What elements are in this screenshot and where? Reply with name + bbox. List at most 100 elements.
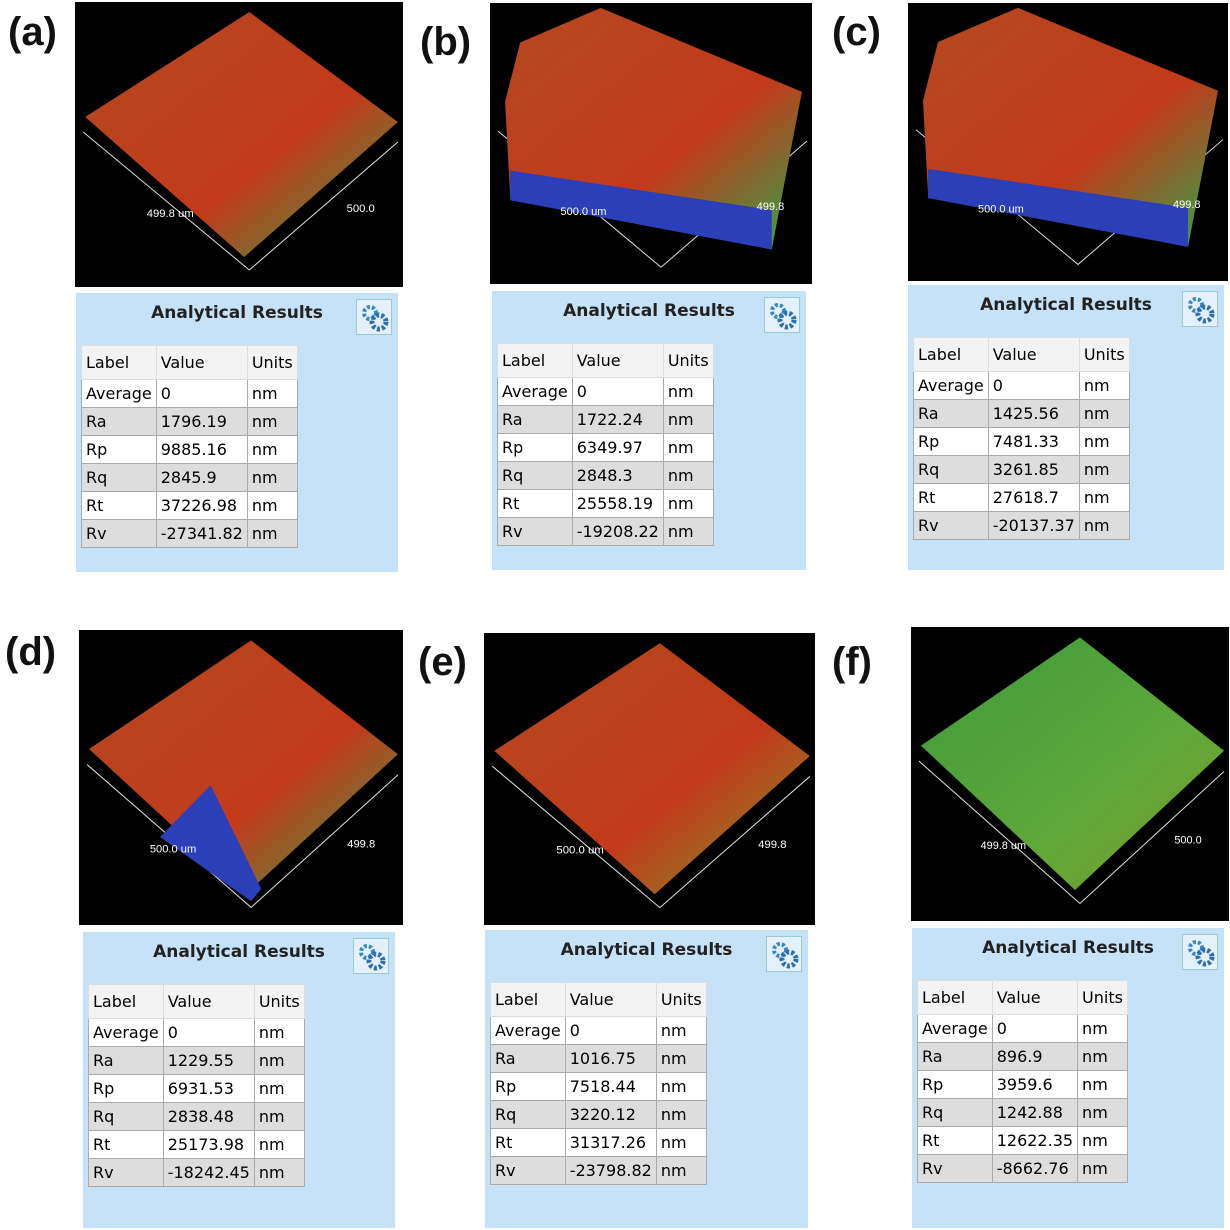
axis-label: 499.8 um — [147, 208, 194, 220]
results-table: LabelValueUnitsAverage0nmRa1722.24nmRp63… — [497, 343, 714, 546]
result-cell: Average — [491, 1017, 566, 1045]
result-cell: 3959.6 — [992, 1071, 1077, 1099]
result-cell: Rt — [914, 484, 989, 512]
result-cell: nm — [663, 518, 713, 546]
result-cell: -18242.45 — [163, 1159, 254, 1187]
results-title: Analytical Results — [912, 938, 1224, 958]
result-cell: Rv — [498, 518, 573, 546]
result-cell: nm — [254, 1103, 304, 1131]
axis-label: 499.8 — [758, 839, 786, 851]
panel-label: (c) — [832, 10, 881, 55]
result-cell: nm — [254, 1159, 304, 1187]
result-cell: -20137.37 — [988, 512, 1079, 540]
header-row: LabelValueUnits — [918, 981, 1128, 1015]
result-cell: Rt — [82, 492, 157, 520]
header-row: LabelValueUnits — [89, 985, 305, 1019]
result-cell: Ra — [914, 400, 989, 428]
result-cell: nm — [656, 1073, 706, 1101]
result-cell: nm — [247, 492, 297, 520]
result-cell: nm — [663, 462, 713, 490]
surface-image: 500.0 um499.8 — [908, 3, 1228, 281]
results-title: Analytical Results — [492, 301, 806, 321]
result-cell: nm — [656, 1129, 706, 1157]
column-header: Units — [663, 344, 713, 378]
result-cell: 0 — [988, 372, 1079, 400]
surface — [85, 12, 398, 257]
result-cell: nm — [656, 1101, 706, 1129]
result-cell: 7481.33 — [988, 428, 1079, 456]
result-cell: 1425.56 — [988, 400, 1079, 428]
result-cell: nm — [1079, 456, 1129, 484]
settings-button[interactable] — [1182, 934, 1218, 970]
result-cell: nm — [1078, 1127, 1128, 1155]
gear-icon — [354, 939, 388, 973]
figure: (a)499.8 um500.0Analytical ResultsLabelV… — [0, 0, 1230, 1230]
result-cell: 0 — [565, 1017, 656, 1045]
results-title: Analytical Results — [485, 940, 808, 960]
result-cell: Rq — [918, 1099, 993, 1127]
result-cell: 37226.98 — [156, 492, 247, 520]
column-header: Label — [491, 983, 566, 1017]
panel-label: (e) — [418, 640, 467, 685]
settings-button[interactable] — [764, 297, 800, 333]
result-cell: Rp — [491, 1073, 566, 1101]
result-cell: Rv — [918, 1155, 993, 1183]
column-header: Label — [918, 981, 993, 1015]
result-cell: Average — [498, 378, 573, 406]
results-table: LabelValueUnitsAverage0nmRa896.9nmRp3959… — [917, 980, 1128, 1183]
result-cell: nm — [254, 1131, 304, 1159]
results-panel: Analytical ResultsLabelValueUnitsAverage… — [76, 293, 398, 572]
results-table: LabelValueUnitsAverage0nmRa1229.55nmRp69… — [88, 984, 305, 1187]
result-row: Rp3959.6nm — [918, 1071, 1128, 1099]
result-cell: 896.9 — [992, 1043, 1077, 1071]
column-header: Value — [572, 344, 663, 378]
result-cell: 3261.85 — [988, 456, 1079, 484]
panel-label: (a) — [8, 10, 57, 55]
result-cell: Rv — [491, 1157, 566, 1185]
settings-button[interactable] — [1182, 291, 1218, 327]
result-cell: 9885.16 — [156, 436, 247, 464]
result-cell: Ra — [498, 406, 573, 434]
results-table: LabelValueUnitsAverage0nmRa1425.56nmRp74… — [913, 337, 1130, 540]
settings-button[interactable] — [766, 936, 802, 972]
result-cell: Rq — [491, 1101, 566, 1129]
gear-icon — [767, 937, 801, 971]
result-cell: -23798.82 — [565, 1157, 656, 1185]
result-cell: 25558.19 — [572, 490, 663, 518]
header-row: LabelValueUnits — [914, 338, 1130, 372]
settings-button[interactable] — [356, 299, 392, 335]
results-table: LabelValueUnitsAverage0nmRa1796.19nmRp98… — [81, 345, 298, 548]
result-cell: Rq — [82, 464, 157, 492]
result-cell: Rt — [918, 1127, 993, 1155]
panel-label: (d) — [5, 630, 56, 675]
settings-button[interactable] — [353, 938, 389, 974]
result-cell: -8662.76 — [992, 1155, 1077, 1183]
result-cell: Average — [82, 380, 157, 408]
column-header: Units — [656, 983, 706, 1017]
result-cell: Average — [918, 1015, 993, 1043]
result-cell: -27341.82 — [156, 520, 247, 548]
result-cell: -19208.22 — [572, 518, 663, 546]
result-cell: Ra — [491, 1045, 566, 1073]
result-cell: 3220.12 — [565, 1101, 656, 1129]
result-row: Rp7518.44nm — [491, 1073, 707, 1101]
result-cell: Rt — [498, 490, 573, 518]
results-title: Analytical Results — [83, 942, 395, 962]
result-cell: Ra — [82, 408, 157, 436]
result-cell: nm — [1078, 1015, 1128, 1043]
column-header: Label — [89, 985, 164, 1019]
result-cell: Average — [914, 372, 989, 400]
result-cell: Rp — [82, 436, 157, 464]
result-cell: 2848.3 — [572, 462, 663, 490]
column-header: Value — [565, 983, 656, 1017]
